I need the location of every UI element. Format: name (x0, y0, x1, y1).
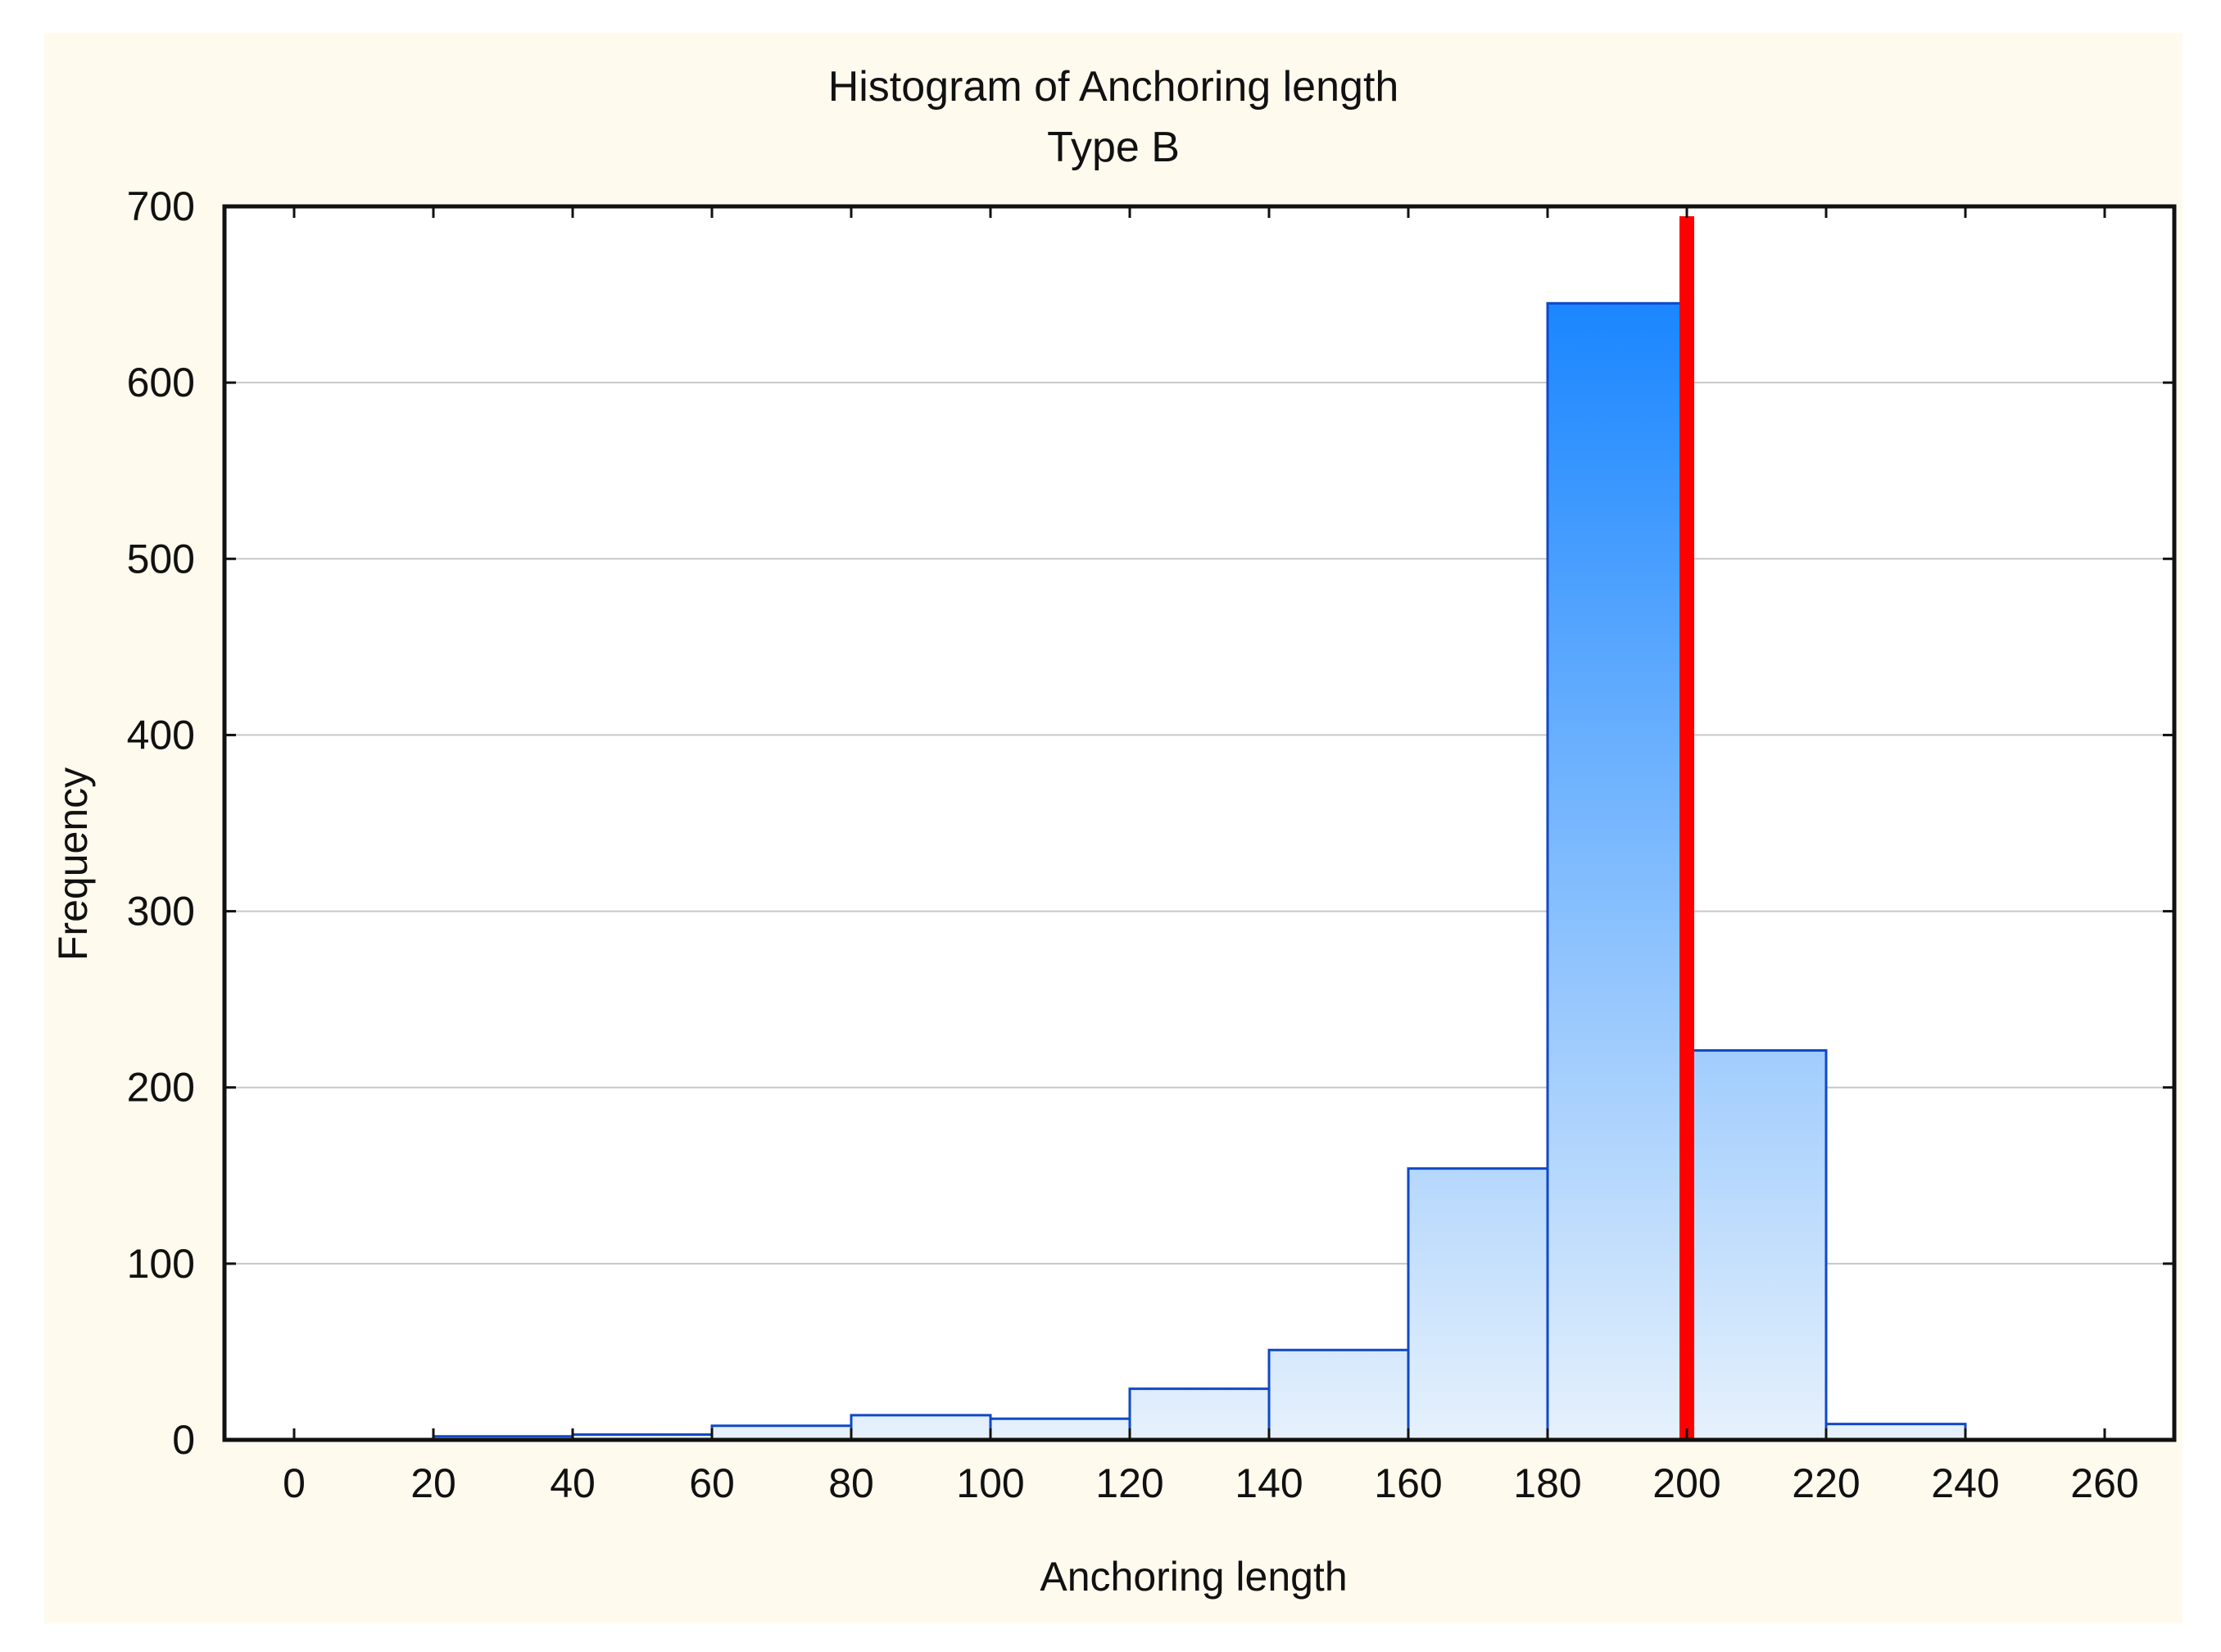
histogram-bar (1407, 1167, 1549, 1442)
x-tick-label: 120 (1095, 1460, 1163, 1506)
plot-area (224, 206, 2174, 1440)
x-tick-label: 60 (689, 1460, 735, 1506)
x-axis-label: Anchoring length (1040, 1554, 1347, 1600)
y-tick-labels: 0 100 200 300 400 500 600 700 (127, 183, 195, 1463)
gridlines (224, 206, 2174, 1440)
y-tick-label: 600 (127, 360, 195, 405)
x-tick-label: 100 (956, 1460, 1024, 1506)
axis-ticks (224, 205, 2174, 1442)
x-tick-label: 40 (550, 1460, 596, 1506)
x-tick-label: 0 (283, 1460, 306, 1506)
histogram-bar (1128, 1387, 1271, 1442)
chart-title: Histogram of Anchoring length (828, 63, 1399, 111)
y-tick-label: 700 (127, 183, 195, 229)
x-tick-label: 80 (828, 1460, 874, 1506)
histogram-bar (710, 1424, 853, 1442)
y-tick-label: 300 (127, 889, 195, 935)
histogram-bar (1267, 1348, 1410, 1442)
x-tick-label: 240 (1931, 1460, 1999, 1506)
x-tick-label: 200 (1652, 1460, 1720, 1506)
chart-subtitle: Type B (1047, 124, 1180, 171)
chart-panel: 0 20 40 60 80 100 120 140 160 180 200 220 240 260 0 10… (44, 33, 2182, 1623)
y-tick-label: 400 (127, 712, 195, 758)
histogram-chart: 0 20 40 60 80 100 120 140 160 180 200 220 240 260 0 10… (50, 63, 2177, 1600)
y-tick-label: 500 (127, 536, 195, 582)
y-axis-label: Frequency (50, 767, 96, 961)
x-tick-label: 220 (1792, 1460, 1860, 1506)
y-tick-label: 0 (172, 1417, 195, 1463)
x-tick-label: 180 (1513, 1460, 1581, 1506)
histogram-bar (989, 1417, 1131, 1442)
x-tick-label: 160 (1374, 1460, 1442, 1506)
histogram-bar (1824, 1423, 1967, 1442)
x-tick-label: 140 (1235, 1460, 1303, 1506)
y-tick-label: 100 (127, 1241, 195, 1287)
x-tick-labels: 0 20 40 60 80 100 120 140 160 180 200 220 240 260 (283, 1460, 2139, 1506)
y-tick-label: 200 (127, 1065, 195, 1111)
x-tick-label: 260 (2070, 1460, 2138, 1506)
x-tick-label: 20 (410, 1460, 456, 1506)
histogram-bar (850, 1414, 992, 1442)
bars (432, 301, 1967, 1442)
plot-frame (222, 204, 2177, 1442)
histogram-bar (1546, 301, 1688, 1442)
histogram-bar (1685, 1049, 1828, 1442)
